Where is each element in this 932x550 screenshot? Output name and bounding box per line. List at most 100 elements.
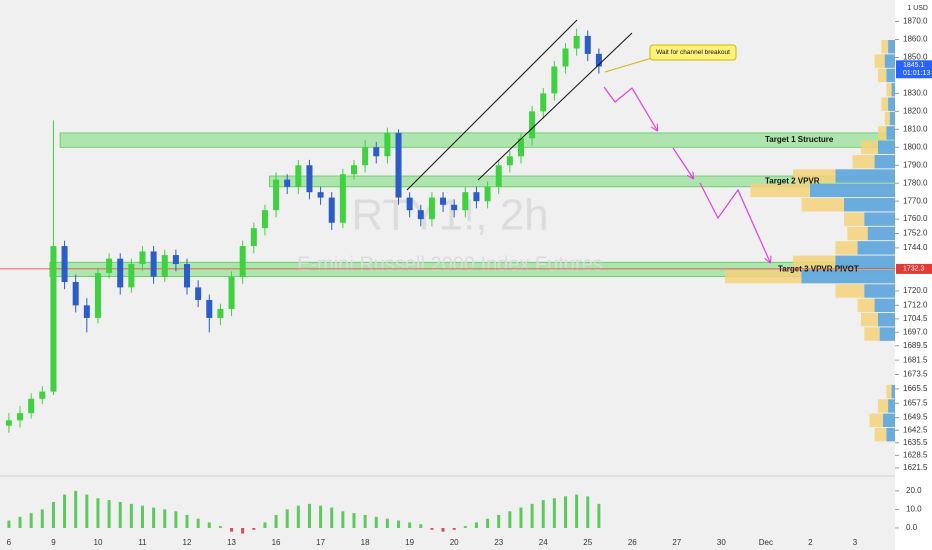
y-tick-label: 1665.5 [903,384,928,393]
indicator-bar [519,507,523,528]
x-tick-label: 13 [227,538,236,547]
indicator-bar [18,516,22,528]
indicator-bar [374,516,378,528]
indicator-bar [118,501,122,528]
y-tick-label: 1770.0 [903,196,928,205]
projection-arrow [699,182,770,262]
candle-body [83,305,90,318]
x-tick-label: 23 [494,538,503,547]
candle-body [517,138,524,157]
candle-body [373,147,380,157]
volume-profile-up-bar [879,327,895,341]
y-tick-label: 1760.0 [903,214,928,223]
x-tick-label: 16 [272,538,281,547]
candle-body [506,156,513,166]
y-tick-label: 1820.0 [903,106,928,115]
channel-lower [477,32,633,181]
indicator-bar [241,527,245,534]
indicator-bar [85,494,89,528]
indicator-bar [575,494,579,528]
y-tick-label: 1752.0 [903,229,928,238]
indicator-bar [441,527,445,532]
callout-text: Wait for channel breakout [656,49,730,56]
candle-body [339,174,346,223]
watermark-symbol: RTY1!, 2h [351,191,548,240]
candle-body [217,308,224,318]
indicator-bar [152,507,156,528]
volume-profile-up-bar [891,384,895,399]
volume-profile-up-bar [801,269,895,284]
y-tick-label: 1860.0 [903,35,928,44]
callout-box [649,44,737,61]
candle-body [328,197,335,223]
indicator-bar [7,520,11,528]
y-tick-label: 1720.0 [903,286,928,295]
volume-profile-up-bar [874,298,895,313]
y-tick-label: 1621.5 [903,463,928,472]
volume-profile-bar [886,384,895,399]
indicator-bar [40,509,44,528]
indicator-bar [29,513,33,528]
x-tick-label: 30 [717,538,726,547]
x-tick-label: 9 [51,538,56,547]
volume-profile-up-bar [844,198,895,212]
candle-body [195,287,202,300]
volume-profile-up-bar [883,413,895,428]
volume-profile-up-bar [864,284,895,298]
x-tick-label: 26 [628,538,637,547]
volume-profile-up-bar [835,169,895,183]
y-tick-label: 1850.0 [903,53,928,62]
candle-body [462,192,469,211]
x-tick-label: 10 [94,538,103,547]
indicator-bar [252,527,256,530]
x-tick-label: 27 [672,538,681,547]
candle-body [551,66,558,94]
candle-body [39,391,46,399]
candle-body [540,93,547,112]
candle-body [239,246,246,277]
y-tick-label: 1810.0 [903,124,928,133]
last-price-box [896,60,932,79]
candle-body [250,228,257,247]
indicator-bar [597,503,601,528]
indicator-bar [419,524,423,528]
candle-body [428,197,435,220]
volume-profile-up-bar [888,40,895,54]
y-tick-label: 1744.0 [903,243,928,252]
indicator-bar [497,514,501,528]
candle-body [72,282,79,306]
candle-body [362,147,369,166]
indicator-bar [452,527,456,530]
volume-profile-up-bar [886,68,895,83]
indicator-bar [163,509,167,528]
volume-profile-up-bar [888,399,895,413]
indicator-bar [397,520,401,528]
indicator-bar [474,522,478,528]
indicator-bar [140,505,144,528]
y-tick-label: 1780.0 [903,178,928,187]
candle-body [317,192,324,198]
indicator-bar [285,509,289,528]
indicator-bar [463,526,467,528]
volume-profile-up-bar [888,97,895,111]
candle-body [94,273,101,318]
candle-body [261,210,268,229]
indicator-bar [174,511,178,528]
projection-arrow [672,147,693,178]
indicator-bar [63,494,67,528]
candle-body [584,35,591,54]
candle-body [273,179,280,211]
indicator-bar [363,514,367,528]
y-tick-label: 1704.5 [903,314,928,323]
candle-body [228,276,235,309]
candle-body [5,420,12,426]
callout-pointer [604,57,653,73]
indicator-bar [207,522,211,528]
candle-body [495,165,502,187]
indicator-bar [319,505,323,528]
candle-body [573,35,580,49]
last-price-label: 1845.1 [903,62,925,69]
